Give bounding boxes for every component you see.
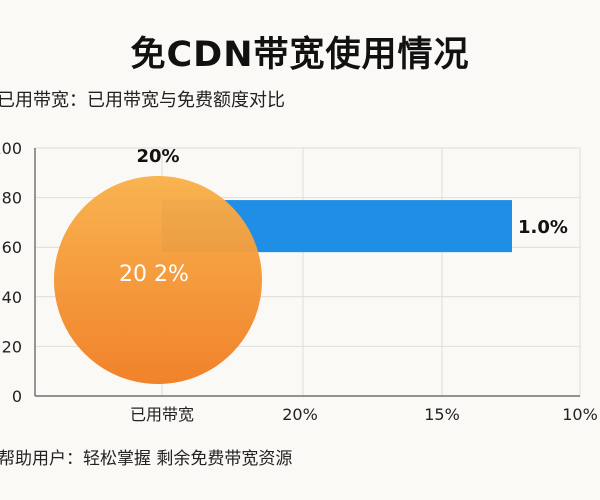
used-bandwidth-circle: [54, 176, 262, 384]
x-tick-label: 已用带宽: [130, 405, 194, 424]
chart-marks: [54, 176, 512, 384]
chart-title: 免CDN带宽使用情况: [130, 35, 470, 75]
circle-top-label: 20%: [136, 146, 179, 167]
x-tick-label: 10%: [562, 405, 598, 424]
chart-footer: 帮助用户：轻松掌握 剩余免费带宽资源: [0, 449, 293, 469]
y-tick-label: 40: [2, 288, 22, 307]
x-tick-label: 20%: [282, 405, 318, 424]
data-labels: 20% 20 2% 1.0%: [119, 146, 568, 287]
y-tick-label: 100: [0, 139, 22, 158]
y-tick-label: 0: [12, 387, 22, 406]
y-tick-label: 80: [2, 189, 22, 208]
bar-value-label: 1.0%: [518, 217, 568, 238]
circle-inner-label: 20 2%: [119, 262, 189, 287]
axis-ticks: 0 20 40 60 80 100 已用带宽 20% 15% 10%: [0, 139, 598, 424]
chart-subtitle: 已用带宽：已用带宽与免费额度对比: [0, 90, 285, 111]
x-tick-label: 15%: [424, 405, 460, 424]
y-tick-label: 20: [2, 337, 22, 356]
y-tick-label: 60: [2, 238, 22, 257]
